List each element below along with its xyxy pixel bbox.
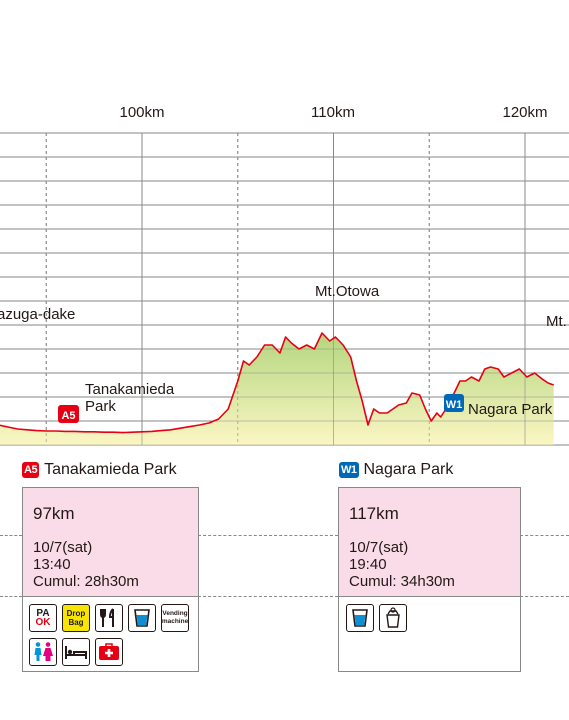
peak-label-azuga-dake: azuga-dake [0,306,75,323]
station-cumulative-time: Cumul: 34h30m [349,573,455,590]
trash-icon [379,604,407,632]
station-cumulative-time: Cumul: 28h30m [33,573,139,590]
facility-icons-row-1: PA OK Drop Bag Vending machine [29,604,189,632]
food-icon [95,604,123,632]
guide-line [0,535,22,536]
vending-machine-icon: Vending machine [161,604,189,632]
svg-text:W1: W1 [446,399,463,411]
station-timing: 10/7(sat) 13:40 Cumul: 28h30m [33,539,139,590]
aid-station-marker-w1: W1 [444,394,464,412]
station-timing: 10/7(sat) 19:40 Cumul: 34h30m [349,539,455,590]
peak-label-mt-otowa: Mt.Otowa [315,283,380,300]
station-title-tanakamieda: A5 Tanakamieda Park [22,461,177,479]
drop-bag-icon: Drop Bag [62,604,90,632]
grid-overlay [0,132,569,446]
station-card-nagara-park: 117km 10/7(sat) 19:40 Cumul: 34h30m [338,487,521,672]
station-time: 19:40 [349,556,387,573]
label-tanakamieda-line1: Tanakamieda [85,381,175,398]
water-icon [346,604,374,632]
toilet-icon [29,638,57,666]
first-aid-icon [95,638,123,666]
aid-station-marker-a5: A5 [58,405,79,423]
facility-icons-row-1 [346,604,407,632]
water-icon [128,604,156,632]
guide-line [0,596,22,597]
pa-ok-icon: PA OK [29,604,57,632]
guide-line [520,535,569,536]
elevation-profile-chart: 100km 110km 120km azuga-dake Mt.Otowa Mt… [0,104,569,446]
svg-text:A5: A5 [61,410,75,422]
facility-icons-row-2 [29,638,123,666]
x-tick-label-110: 110km [311,104,355,121]
guide-line [520,596,569,597]
station-card-info: 117km 10/7(sat) 19:40 Cumul: 34h30m [339,488,520,597]
station-distance: 97km [33,504,75,523]
station-title-nagara-park: W1 Nagara Park [339,461,453,479]
peak-label-mt: Mt. [546,313,567,330]
station-name: Nagara Park [363,461,454,478]
station-date: 10/7(sat) [349,539,409,556]
station-time: 13:40 [33,556,71,573]
x-tick-label-120: 120km [502,104,547,121]
aid-station-badge-a5: A5 [22,462,40,478]
guide-line [198,535,338,536]
station-date: 10/7(sat) [33,539,93,556]
x-tick-label-100: 100km [119,104,164,121]
elevation-profile-line [0,332,554,434]
station-card-tanakamieda: 97km 10/7(sat) 13:40 Cumul: 28h30m PA OK… [22,487,199,672]
aid-station-badge-w1: W1 [339,462,359,478]
label-tanakamieda-line2: Park [85,398,116,415]
label-nagara-park-map: Nagara Park [468,401,553,418]
station-card-info: 97km 10/7(sat) 13:40 Cumul: 28h30m [23,488,198,597]
rest-bed-icon [62,638,90,666]
guide-line [198,596,338,597]
elevation-area-fill [0,333,554,445]
station-distance: 117km [349,504,399,523]
station-name: Tanakamieda Park [44,461,177,478]
